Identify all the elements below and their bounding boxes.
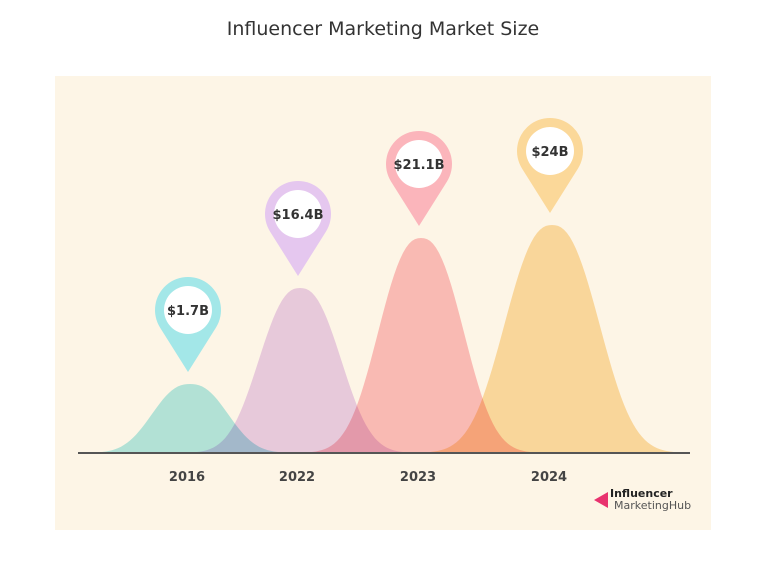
pin-marker: $24B <box>517 117 584 213</box>
pin-marker: $21.1B <box>386 131 452 226</box>
brand-logo: Influencer MarketingHub <box>594 487 692 512</box>
x-tick-label: 2024 <box>531 470 567 485</box>
data-label: $1.7B <box>167 304 209 319</box>
data-label: $21.1B <box>393 158 444 173</box>
bell-2023 <box>80 238 688 453</box>
bells <box>80 225 688 453</box>
data-label: $24B <box>531 145 568 160</box>
pin-inner <box>395 140 443 188</box>
logo-line2: MarketingHub <box>614 499 692 512</box>
pin-inner <box>526 127 574 175</box>
x-tick-label: 2016 <box>169 470 205 485</box>
pin-marker: $1.7B <box>155 277 221 372</box>
x-tick-label: 2022 <box>279 470 315 485</box>
chart-title: Influencer Marketing Market Size <box>226 18 540 40</box>
pin-marker: $16.4B <box>265 181 331 276</box>
x-tick-label: 2023 <box>400 470 436 485</box>
pin-inner <box>164 286 212 334</box>
logo-mark-icon <box>594 492 608 508</box>
data-label: $16.4B <box>272 208 323 223</box>
pin-inner <box>274 190 322 238</box>
logo-line1: Influencer <box>610 487 673 500</box>
bell-2024 <box>80 225 688 453</box>
